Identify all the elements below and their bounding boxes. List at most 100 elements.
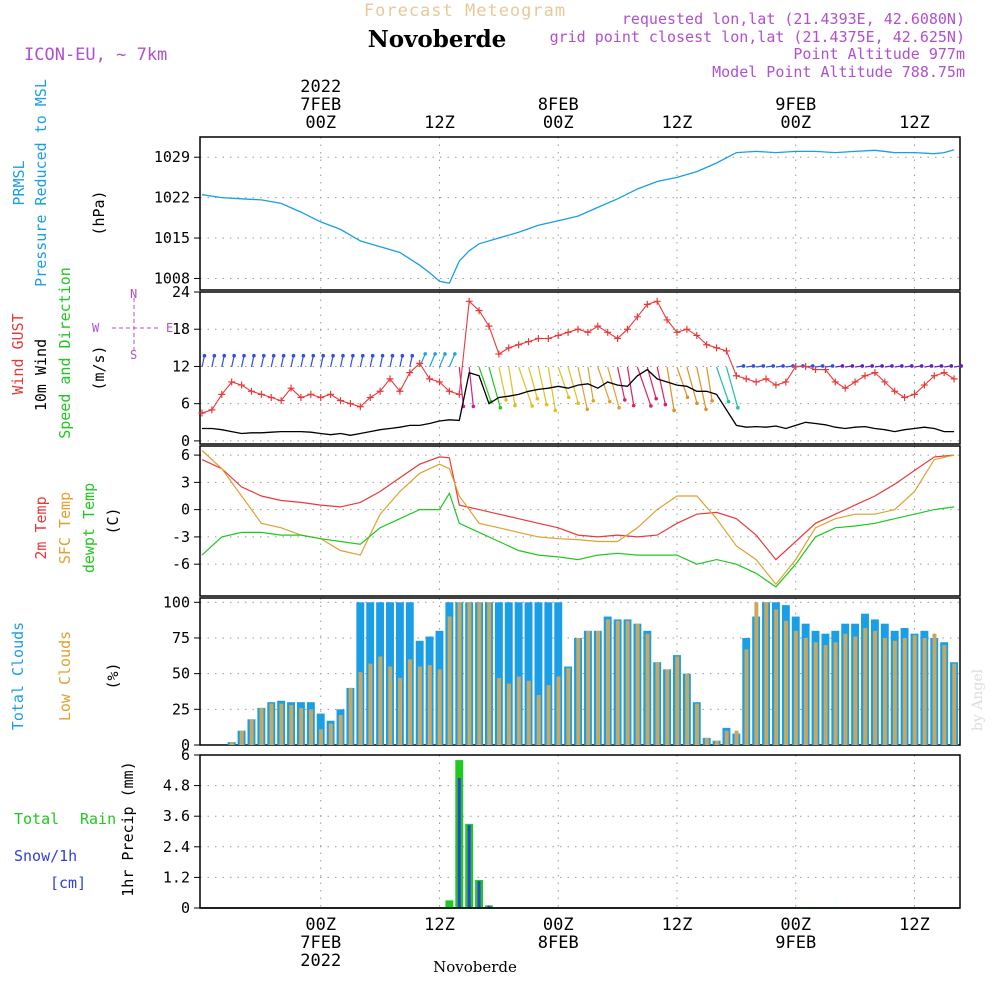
wind-direction-arrow bbox=[715, 366, 730, 402]
wind-gust-marker bbox=[267, 393, 275, 401]
wind-direction-arrow bbox=[429, 353, 436, 368]
wind-gust-marker bbox=[346, 400, 354, 408]
wind-direction-arrow bbox=[290, 355, 295, 368]
pressure-label-1: PRMSL bbox=[10, 160, 28, 205]
low-cloud-bar bbox=[793, 630, 798, 745]
temp-sfc-line bbox=[201, 450, 955, 586]
t2m-label: 2m Temp bbox=[32, 496, 50, 559]
wind-gust-marker bbox=[920, 381, 928, 389]
1-ytick-label: 6 bbox=[181, 395, 190, 413]
low-cloud-bar bbox=[358, 672, 363, 745]
wind-arrow-head bbox=[741, 364, 746, 368]
wind-arrow-head bbox=[311, 353, 316, 358]
2-ytick-label: -3 bbox=[172, 528, 190, 546]
wind-gust-marker bbox=[782, 378, 790, 386]
wind-direction-arrow bbox=[211, 355, 215, 368]
total-cloud-bar bbox=[494, 602, 503, 745]
total-cloud-bar bbox=[524, 602, 533, 745]
2-ytick-label: 0 bbox=[181, 501, 190, 519]
low-cloud-bar bbox=[368, 663, 373, 745]
wind-direction-arrow bbox=[666, 366, 675, 411]
wind-direction-arrow bbox=[508, 366, 516, 406]
compass-west: W bbox=[92, 321, 100, 335]
4-ytick-label: 3.6 bbox=[163, 807, 190, 825]
low-cloud-bar bbox=[615, 620, 620, 745]
wind-gust-marker bbox=[356, 403, 364, 411]
wind-direction-arrow bbox=[527, 366, 538, 399]
wind-gust-marker bbox=[633, 313, 641, 321]
low-cloud-bar bbox=[833, 642, 838, 745]
low-cloud-bar bbox=[932, 633, 937, 745]
point-altitude: Point Altitude 977m bbox=[793, 45, 965, 63]
wind-arrow-head bbox=[453, 352, 457, 356]
wind-arrow-head bbox=[504, 398, 508, 402]
low-cloud-bar bbox=[388, 666, 393, 745]
total-cloud-bar bbox=[504, 602, 513, 745]
temp-dewpt-line bbox=[201, 491, 955, 588]
wind-arrow-head bbox=[370, 353, 375, 358]
wind-direction-arrow bbox=[686, 366, 698, 404]
wind-gust-marker bbox=[386, 375, 394, 383]
low-cloud-bar bbox=[467, 602, 472, 745]
wind-arrow-head bbox=[390, 353, 395, 358]
low-cloud-bar bbox=[497, 677, 502, 745]
low-cloud-bar bbox=[704, 737, 709, 745]
wind-arrow-head bbox=[232, 353, 236, 358]
wind-arrow-head bbox=[781, 364, 785, 368]
wind-arrow-head bbox=[271, 353, 276, 358]
wind-arrow-head bbox=[771, 364, 776, 368]
low-cloud-bar bbox=[328, 723, 333, 745]
wind-arrow-head bbox=[959, 364, 964, 368]
dewpt-label: dewpt Temp bbox=[80, 483, 98, 573]
low-cloud-bar bbox=[506, 683, 511, 745]
low-cloud-bar bbox=[694, 703, 699, 745]
low-cloud-bar bbox=[754, 602, 759, 745]
temperature-panel: -6 -3 0 3 6 bbox=[172, 445, 961, 597]
wind-arrow-head bbox=[909, 364, 914, 368]
low-cloud-bar bbox=[853, 636, 858, 745]
wind-gust-marker bbox=[624, 325, 631, 333]
low-cloud-bar bbox=[922, 637, 927, 745]
wind-arrow-head bbox=[672, 408, 676, 413]
wind-arrow-head bbox=[761, 364, 766, 368]
low-cloud-bar bbox=[447, 616, 452, 745]
wind-arrow-head bbox=[591, 399, 596, 403]
wind-gust-marker bbox=[841, 384, 849, 392]
low-cloud-bar bbox=[605, 619, 610, 745]
wind-direction-arrow bbox=[300, 355, 304, 368]
wind-gust-marker bbox=[594, 322, 602, 330]
wind-gust-marker bbox=[465, 297, 473, 305]
wind-direction-arrow bbox=[359, 355, 364, 368]
top-time-label: 00Z bbox=[305, 113, 336, 133]
3-ytick-label: 0 bbox=[181, 736, 190, 754]
sfc-temp-label: SFC Temp bbox=[56, 492, 74, 564]
clouds-panel: 0 25 50 75 100 bbox=[163, 593, 961, 754]
wind-arrow-head bbox=[410, 353, 415, 358]
model-label: ICON-EU, ~ 7km bbox=[24, 45, 167, 65]
wind-gust-marker bbox=[663, 316, 671, 324]
wind-gust-marker bbox=[752, 378, 760, 386]
chart-title: Forecast Meteogram bbox=[364, 1, 566, 21]
low-cloud-bar bbox=[675, 656, 680, 745]
bottom-time-label: 12Z bbox=[899, 915, 930, 935]
1-ytick-label: 24 bbox=[172, 283, 190, 301]
wind-arrow-head bbox=[622, 398, 627, 402]
compass-south: S bbox=[130, 348, 137, 362]
wind-arrow-head bbox=[685, 395, 690, 400]
wind-gust-marker bbox=[544, 335, 552, 343]
wind-direction-arrow bbox=[656, 366, 666, 405]
wind-gust-marker bbox=[772, 381, 780, 389]
wind-arrow-head bbox=[576, 401, 581, 406]
bottom-time-label: 00Z bbox=[780, 915, 811, 935]
wind-arrow-head bbox=[710, 399, 714, 403]
wind-direction-arrow bbox=[518, 366, 533, 407]
wind-direction-arrow bbox=[201, 355, 206, 368]
low-cloud-bar bbox=[526, 680, 531, 745]
low-cloud-bar bbox=[457, 602, 462, 745]
low-cloud-bar bbox=[655, 662, 660, 745]
wind-panel: 0 6 12 18 24 bbox=[172, 283, 964, 450]
wind-arrow-head bbox=[242, 353, 246, 358]
wind-arrow-head bbox=[360, 353, 365, 358]
rain-bar bbox=[445, 900, 454, 908]
